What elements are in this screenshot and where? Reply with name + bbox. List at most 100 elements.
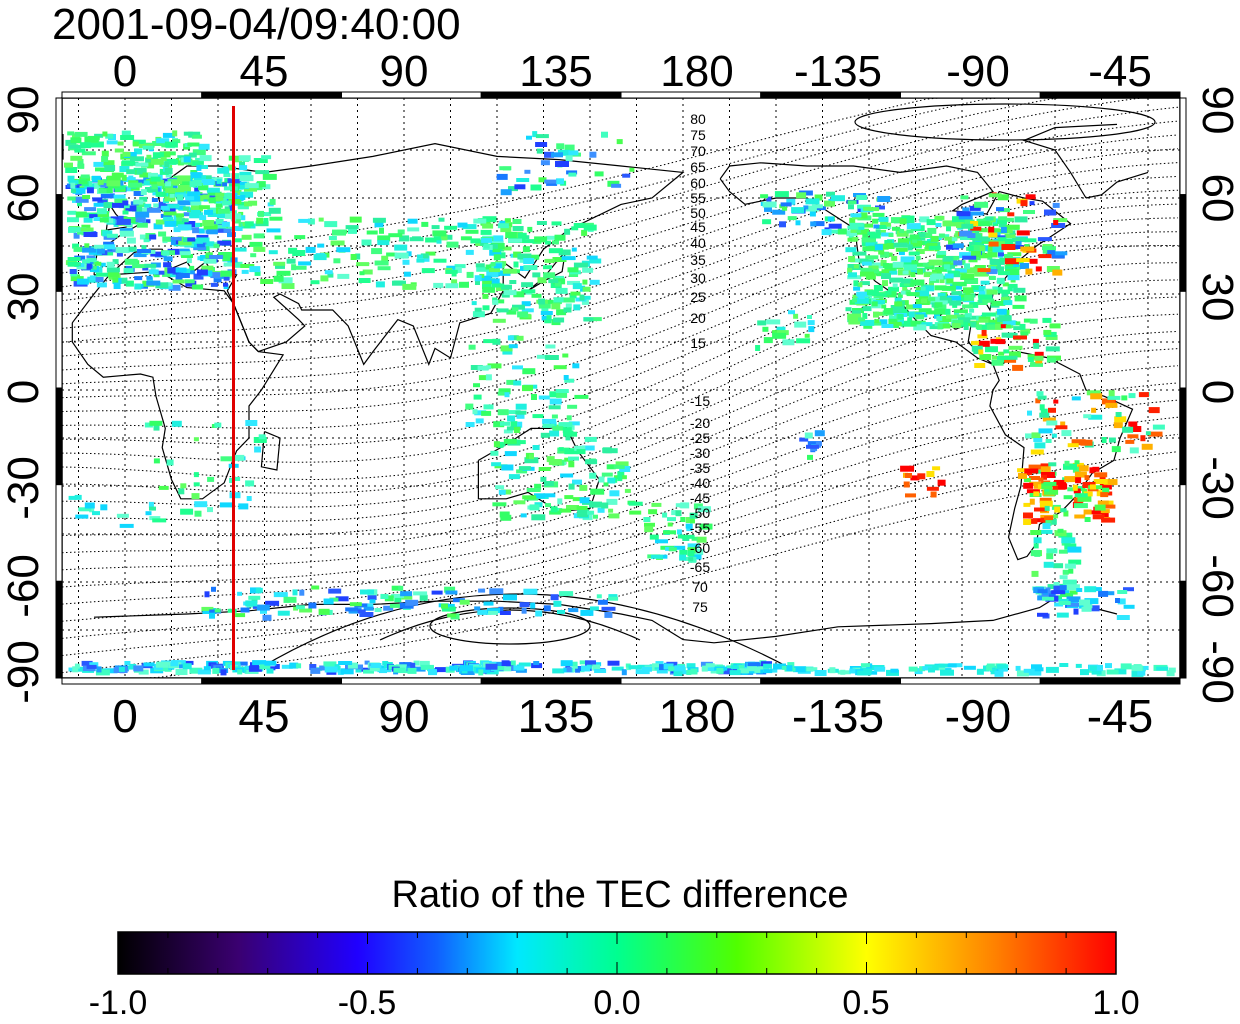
tec-pixel — [116, 218, 131, 225]
tec-pixel — [195, 157, 204, 163]
contour-label: -40 — [690, 475, 710, 491]
tec-pixel — [1113, 422, 1123, 429]
tec-pixel — [118, 666, 125, 672]
tec-pixel — [949, 300, 962, 306]
tec-pixel — [521, 308, 534, 313]
tec-pixel — [992, 355, 997, 360]
tec-pixel — [162, 132, 175, 138]
x-tick-label-bottom: 180 — [659, 690, 736, 742]
tec-pixel — [465, 229, 479, 234]
tec-pixel — [102, 131, 108, 137]
tec-pixel — [978, 294, 993, 300]
tec-pixel — [207, 507, 213, 513]
tec-pixel — [133, 253, 147, 258]
tec-pixel — [209, 612, 215, 619]
tec-pixel — [571, 226, 579, 231]
tec-pixel — [890, 668, 899, 673]
tec-pixel — [421, 221, 429, 227]
tec-pixel — [971, 251, 981, 257]
tec-pixel — [958, 213, 973, 220]
tec-pixel — [1030, 362, 1043, 367]
tec-pixel — [1039, 412, 1050, 418]
tec-pixel — [939, 316, 952, 322]
tec-pixel — [193, 482, 200, 487]
tec-pixel — [1138, 392, 1149, 398]
tec-pixel — [189, 212, 204, 219]
tec-pixel — [806, 667, 818, 672]
tec-pixel — [89, 214, 100, 219]
tec-pixel — [112, 202, 124, 208]
tec-pixel — [976, 668, 984, 675]
tec-pixel — [660, 554, 668, 559]
tec-pixel — [1023, 478, 1031, 482]
tec-pixel — [189, 265, 195, 271]
tec-pixel — [103, 244, 116, 250]
tec-pixel — [177, 175, 191, 182]
tec-pixel — [486, 271, 499, 278]
tec-pixel — [307, 218, 315, 225]
tec-pixel — [143, 175, 150, 182]
tec-pixel — [502, 268, 517, 274]
tec-pixel — [459, 599, 470, 605]
tec-pixel — [196, 237, 210, 243]
tec-pixel — [229, 478, 235, 483]
tec-pixel — [363, 669, 374, 674]
tec-pixel — [250, 587, 261, 594]
tec-pixel — [512, 365, 523, 370]
tec-pixel — [1077, 495, 1092, 502]
tec-pixel — [90, 141, 104, 148]
tec-pixel — [598, 476, 605, 483]
tec-pixel — [737, 664, 745, 671]
tec-pixel — [573, 262, 588, 268]
frame-bar — [1039, 91, 1181, 99]
mag-pole-contour — [379, 609, 641, 641]
tec-pixel — [148, 172, 158, 178]
tec-pixel — [191, 209, 200, 214]
tec-pixel — [119, 230, 134, 237]
tec-pixel — [944, 308, 951, 315]
tec-pixel — [99, 217, 109, 223]
tec-pixel — [852, 298, 857, 303]
tec-pixel — [75, 196, 89, 203]
tec-pixel — [274, 664, 280, 669]
tec-pixel — [1033, 342, 1040, 349]
tec-pixel — [686, 527, 693, 532]
tec-pixel — [108, 272, 119, 278]
tec-pixel — [359, 612, 374, 617]
tec-pixel — [1020, 331, 1029, 336]
tec-pixel — [84, 183, 95, 190]
tec-pixel — [278, 277, 293, 284]
x-tick-label-top: -45 — [1088, 47, 1152, 96]
tec-pixel — [489, 249, 502, 256]
tec-pixel — [1090, 393, 1103, 400]
tec-pixel — [217, 226, 227, 233]
tec-pixel — [239, 175, 254, 182]
tec-pixel — [494, 464, 508, 469]
tec-pixel — [194, 510, 202, 517]
tec-pixel — [324, 221, 338, 228]
tec-pixel — [217, 167, 230, 174]
tec-pixel — [544, 355, 559, 360]
tec-pixel — [1076, 588, 1083, 592]
tec-pixel — [550, 506, 558, 513]
tec-pixel — [121, 130, 131, 137]
tec-pixel — [762, 326, 769, 332]
tec-pixel — [1031, 664, 1042, 670]
tec-pixel — [950, 283, 963, 290]
mag-lat-contour — [61, 189, 1179, 413]
tec-pixel — [998, 271, 1010, 276]
tec-pixel — [849, 217, 856, 224]
tec-pixel — [988, 323, 1003, 330]
tec-pixel — [963, 325, 969, 330]
tec-pixel — [821, 229, 832, 236]
tec-pixel — [205, 253, 213, 259]
tec-pixel — [178, 185, 191, 191]
tec-pixel — [1054, 602, 1064, 607]
tec-pixel — [1107, 395, 1121, 400]
tec-pixel — [227, 232, 236, 238]
tec-pixel — [281, 664, 293, 669]
contour-label: -15 — [690, 393, 710, 409]
x-tick-label-bottom: 135 — [518, 690, 595, 742]
tec-pixel — [177, 224, 192, 231]
